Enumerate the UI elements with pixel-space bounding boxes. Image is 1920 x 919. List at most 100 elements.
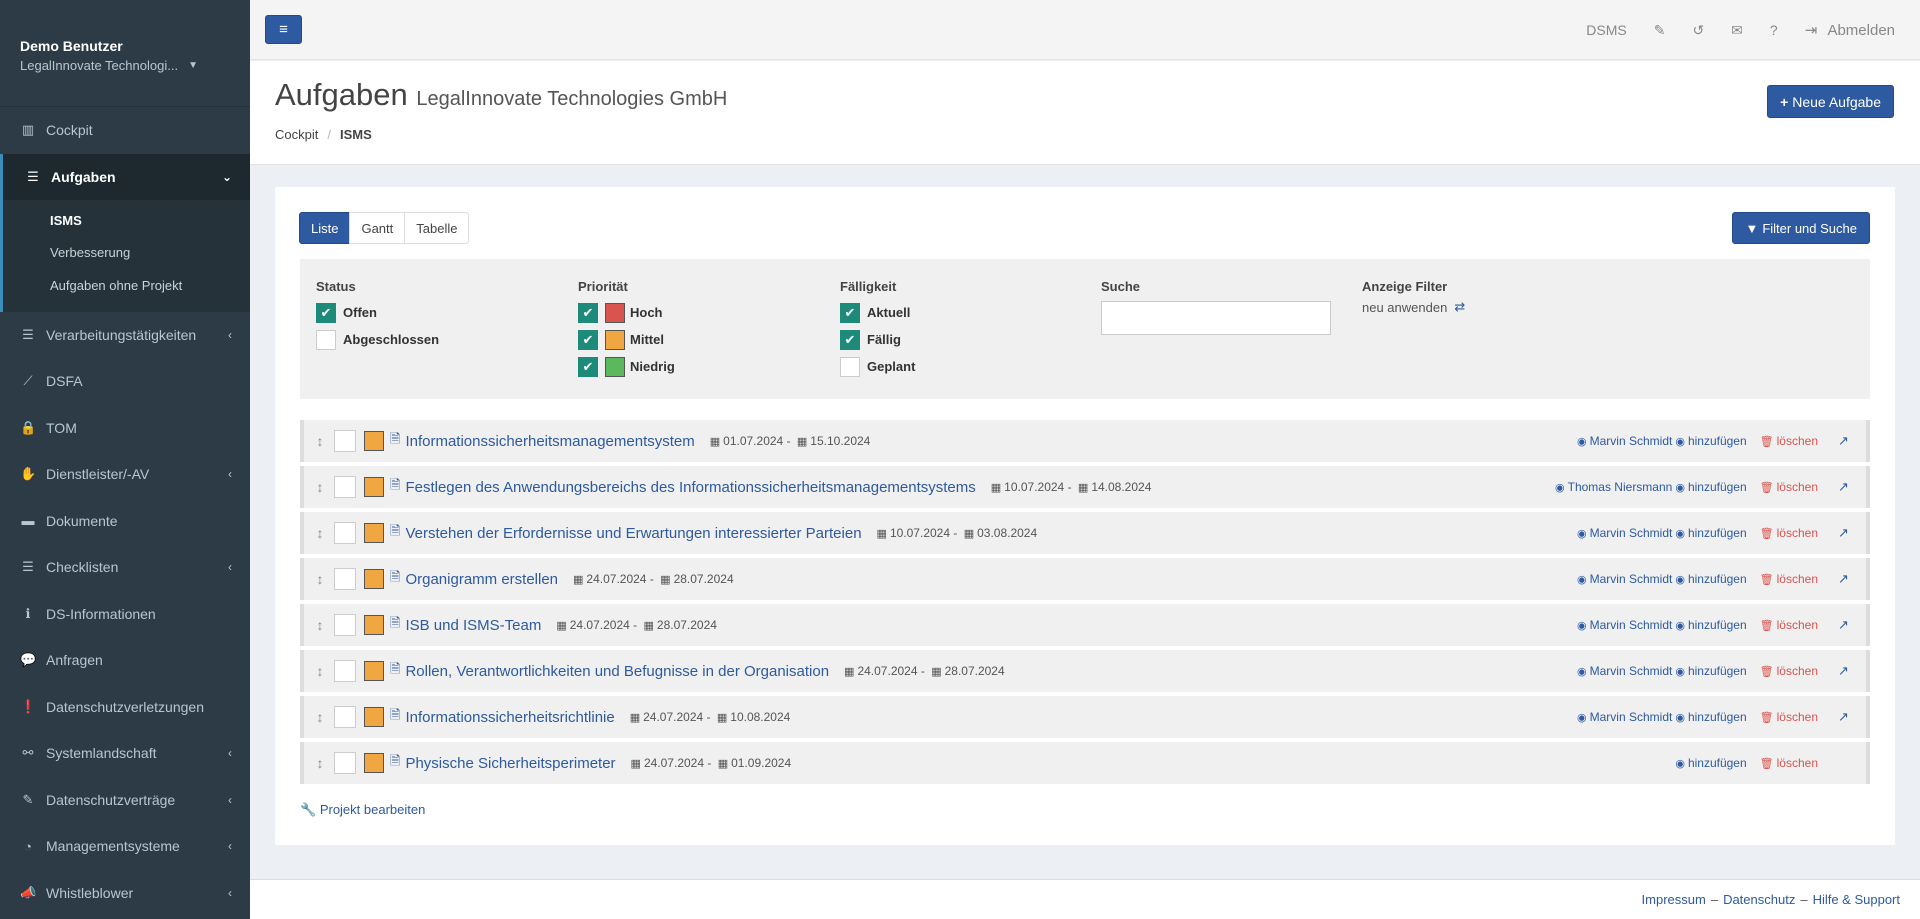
filter-option[interactable]: Geplant [840,353,915,380]
drag-handle-icon[interactable]: ↕ [316,709,324,725]
submenu-item[interactable]: ISMS [50,212,82,228]
delete-task-link[interactable]: 🗑 löschen [1760,572,1818,586]
envelope-icon[interactable]: ✉ [1731,21,1743,38]
drag-handle-icon[interactable]: ↕ [316,663,324,679]
submenu-item[interactable]: Aufgaben ohne Projekt [50,277,183,293]
sidebar-item-datenschutzverträge[interactable]: ✎ Datenschutzverträge ‹ [0,777,250,824]
filter-option[interactable]: Abgeschlossen [316,326,439,353]
external-link-icon[interactable]: ↗ [1838,617,1849,632]
checkbox-checked-icon[interactable]: ✔ [840,329,860,350]
filter-option[interactable]: ✔ Aktuell [840,299,915,326]
filter-option[interactable]: ✔ Fällig [840,326,915,353]
delete-task-link[interactable]: 🗑 löschen [1760,434,1818,448]
footer-privacy-link[interactable]: Datenschutz [1723,892,1796,907]
checkbox-checked-icon[interactable]: ✔ [578,356,598,377]
external-link-icon[interactable]: ↗ [1838,479,1849,494]
sidebar-item-whistleblower[interactable]: 📣 Whistleblower ‹ [0,870,250,917]
task-assignee[interactable]: ◉ Marvin Schmidt [1577,434,1672,448]
task-assignee[interactable]: ◉ Marvin Schmidt [1577,664,1672,678]
add-assignee-link[interactable]: ◉ hinzufügen [1675,572,1746,586]
help-icon[interactable]: ? [1769,22,1778,38]
sidebar-item-checklisten[interactable]: ☰ Checklisten ‹ [0,544,250,591]
task-assignee[interactable]: ◉ Marvin Schmidt [1577,618,1672,632]
external-link-icon[interactable]: ↗ [1838,433,1849,448]
task-checkbox[interactable] [334,522,356,544]
drag-handle-icon[interactable]: ↕ [316,525,324,541]
search-input[interactable] [1101,301,1331,335]
delete-task-link[interactable]: 🗑 löschen [1760,480,1818,494]
sidebar-item-tom[interactable]: 🔒 TOM [0,405,250,452]
checkbox-icon[interactable] [316,329,336,350]
sidebar-item-ds-informationen[interactable]: ℹ DS-Informationen [0,591,250,638]
delete-task-link[interactable]: 🗑 löschen [1760,710,1818,724]
delete-task-link[interactable]: 🗑 löschen [1760,618,1818,632]
reapply-filter-link[interactable]: neu anwenden ⇄ [1362,299,1465,315]
footer-imprint-link[interactable]: Impressum [1641,892,1706,907]
new-task-button[interactable]: + Neue Aufgabe [1767,85,1894,118]
task-assignee[interactable]: ◉ Marvin Schmidt [1577,526,1672,540]
drag-handle-icon[interactable]: ↕ [316,479,324,495]
checkbox-checked-icon[interactable]: ✔ [578,329,598,350]
checkbox-icon[interactable] [840,356,860,377]
task-checkbox[interactable] [334,568,356,590]
sidebar-item-aufgaben[interactable]: ☰ Aufgaben ⌄ [0,153,250,200]
sidebar-item-cockpit[interactable]: ▥ Cockpit [0,107,250,154]
edit-project-link[interactable]: 🔧 Projekt bearbeiten [300,802,425,818]
user-company-selector[interactable]: LegalInnovate Technologi... ▼ [20,58,250,73]
external-link-icon[interactable]: ↗ [1838,663,1849,678]
delete-task-link[interactable]: 🗑 löschen [1760,756,1818,770]
sidebar-toggle-button[interactable]: ≡ [265,15,302,44]
task-title-link[interactable]: Informationssicherheitsmanagementsystem [405,432,695,450]
tab-gantt[interactable]: Gantt [349,212,406,244]
footer-support-link[interactable]: Hilfe & Support [1812,892,1900,907]
add-assignee-link[interactable]: ◉ hinzufügen [1675,618,1746,632]
drag-handle-icon[interactable]: ↕ [316,755,324,771]
task-title-link[interactable]: ISB und ISMS-Team [405,616,542,634]
drag-handle-icon[interactable]: ↕ [316,433,324,449]
user-panel[interactable]: Demo Benutzer LegalInnovate Technologi..… [0,0,250,107]
submenu-item[interactable]: Verbesserung [50,245,131,261]
edit-icon[interactable]: ✎ [1653,21,1666,38]
external-link-icon[interactable]: ↗ [1838,525,1849,540]
task-assignee[interactable]: ◉ Marvin Schmidt [1577,572,1672,586]
delete-task-link[interactable]: 🗑 löschen [1760,526,1818,540]
sidebar-item-managementsysteme[interactable]: ◔ Managementsysteme ‹ [0,823,250,870]
task-title-link[interactable]: Organigramm erstellen [405,570,559,588]
filter-search-button[interactable]: ▼ Filter und Suche [1732,212,1870,244]
add-assignee-link[interactable]: ◉ hinzufügen [1675,434,1746,448]
add-assignee-link[interactable]: ◉ hinzufügen [1675,664,1746,678]
add-assignee-link[interactable]: ◉ hinzufügen [1675,480,1746,494]
sidebar-item-anfragen[interactable]: 💬 Anfragen [0,637,250,684]
filter-option[interactable]: ✔ Niedrig [578,353,675,380]
task-title-link[interactable]: Verstehen der Erfordernisse und Erwartun… [405,524,862,542]
external-link-icon[interactable]: ↗ [1838,571,1849,586]
filter-option[interactable]: ✔ Mittel [578,326,675,353]
delete-task-link[interactable]: 🗑 löschen [1760,664,1818,678]
history-icon[interactable]: ↺ [1692,21,1705,38]
breadcrumb-cockpit[interactable]: Cockpit [275,127,319,142]
task-title-link[interactable]: Physische Sicherheitsperimeter [405,754,616,772]
task-checkbox[interactable] [334,706,356,728]
sidebar-item-systemlandschaft[interactable]: ⚯ Systemlandschaft ‹ [0,730,250,777]
tab-table[interactable]: Tabelle [404,212,470,244]
checkbox-checked-icon[interactable]: ✔ [840,302,860,323]
sidebar-item-dsfa[interactable]: ⟋ DSFA [0,358,250,405]
task-title-link[interactable]: Informationssicherheitsrichtlinie [405,708,615,726]
task-assignee[interactable]: ◉ Marvin Schmidt [1577,710,1672,724]
task-checkbox[interactable] [334,752,356,774]
task-title-link[interactable]: Festlegen des Anwendungsbereichs des Inf… [405,478,976,496]
task-assignee[interactable]: ◉ Thomas Niersmann [1555,480,1672,494]
sidebar-item-verarbeitungstätigkeiten[interactable]: ☰ Verarbeitungstätigkeiten ‹ [0,312,250,359]
checkbox-checked-icon[interactable]: ✔ [578,302,598,323]
checkbox-checked-icon[interactable]: ✔ [316,302,336,323]
dsms-link[interactable]: DSMS [1586,22,1627,38]
task-checkbox[interactable] [334,430,356,452]
task-checkbox[interactable] [334,476,356,498]
add-assignee-link[interactable]: ◉ hinzufügen [1675,526,1746,540]
sidebar-item-dienstleister-av[interactable]: ✋ Dienstleister/-AV ‹ [0,451,250,498]
drag-handle-icon[interactable]: ↕ [316,617,324,633]
add-assignee-link[interactable]: ◉ hinzufügen [1675,710,1746,724]
add-assignee-link[interactable]: ◉ hinzufügen [1675,756,1746,770]
tab-list[interactable]: Liste [299,212,351,244]
filter-option[interactable]: ✔ Offen [316,299,439,326]
